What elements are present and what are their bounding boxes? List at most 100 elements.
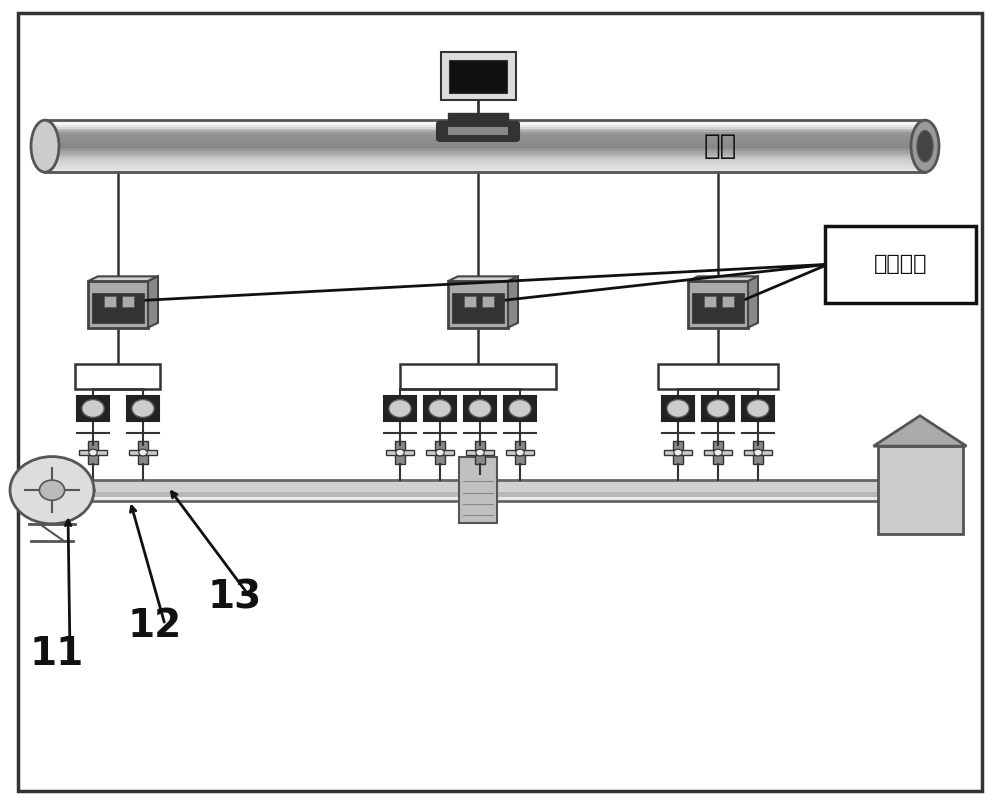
Circle shape xyxy=(754,449,762,456)
Text: 11: 11 xyxy=(30,635,84,673)
Bar xyxy=(753,441,763,464)
Circle shape xyxy=(469,400,491,417)
Bar xyxy=(688,281,748,328)
Bar xyxy=(75,499,915,501)
Bar xyxy=(506,449,534,456)
Bar xyxy=(742,396,774,421)
Bar xyxy=(664,449,692,456)
Bar xyxy=(45,132,925,134)
Bar xyxy=(45,125,925,127)
Circle shape xyxy=(476,449,484,456)
Bar xyxy=(440,52,516,100)
Bar xyxy=(138,441,148,464)
Polygon shape xyxy=(88,276,158,281)
Bar xyxy=(702,396,734,421)
Bar xyxy=(77,396,109,421)
Ellipse shape xyxy=(911,120,939,172)
Text: 13: 13 xyxy=(208,579,262,617)
Bar xyxy=(713,441,723,464)
Bar xyxy=(88,441,98,464)
Bar xyxy=(466,449,494,456)
Bar xyxy=(448,281,508,328)
Circle shape xyxy=(436,449,444,456)
Bar xyxy=(45,120,925,172)
Circle shape xyxy=(82,400,104,417)
Bar xyxy=(75,493,915,495)
Bar xyxy=(75,485,915,487)
Bar xyxy=(75,497,915,499)
Bar xyxy=(92,292,144,323)
Polygon shape xyxy=(508,276,518,328)
Polygon shape xyxy=(874,416,966,446)
Bar xyxy=(45,158,925,160)
Bar xyxy=(384,396,416,421)
Bar xyxy=(673,441,683,464)
Circle shape xyxy=(707,400,729,417)
Bar xyxy=(127,396,159,421)
Bar xyxy=(75,480,915,481)
Bar xyxy=(45,120,925,122)
Bar xyxy=(75,492,915,493)
Bar xyxy=(426,449,454,456)
Bar xyxy=(75,490,915,492)
Circle shape xyxy=(132,400,154,417)
Bar xyxy=(45,165,925,167)
Circle shape xyxy=(139,449,147,456)
Polygon shape xyxy=(148,276,158,328)
Bar xyxy=(45,134,925,135)
Bar xyxy=(45,139,925,141)
Circle shape xyxy=(429,400,451,417)
Bar xyxy=(704,296,716,307)
Bar xyxy=(395,441,405,464)
Bar xyxy=(449,60,507,93)
Bar xyxy=(515,441,525,464)
Bar xyxy=(75,364,160,389)
Bar xyxy=(45,155,925,157)
Bar xyxy=(45,131,925,132)
Bar xyxy=(45,167,925,169)
Bar xyxy=(878,446,963,534)
Bar xyxy=(704,449,732,456)
Bar xyxy=(424,396,456,421)
Bar xyxy=(45,163,925,165)
Text: 12: 12 xyxy=(128,607,182,645)
Bar xyxy=(45,144,925,146)
Bar xyxy=(122,296,134,307)
Circle shape xyxy=(396,449,404,456)
Text: 校时模块: 校时模块 xyxy=(874,255,927,274)
Circle shape xyxy=(516,449,524,456)
Circle shape xyxy=(89,449,97,456)
Bar xyxy=(75,483,915,485)
Bar xyxy=(45,160,925,162)
Circle shape xyxy=(674,449,682,456)
Ellipse shape xyxy=(917,131,933,162)
Bar xyxy=(435,441,445,464)
Bar xyxy=(129,449,157,456)
Bar xyxy=(75,495,915,497)
Bar xyxy=(75,489,915,490)
Bar xyxy=(448,127,508,135)
Bar xyxy=(692,292,744,323)
Bar xyxy=(45,151,925,153)
Circle shape xyxy=(509,400,531,417)
Bar xyxy=(386,449,414,456)
Bar xyxy=(45,129,925,131)
Circle shape xyxy=(714,449,722,456)
Circle shape xyxy=(39,480,65,501)
Bar xyxy=(662,396,694,421)
Text: 网络: 网络 xyxy=(703,132,737,160)
Bar xyxy=(722,296,734,307)
Bar xyxy=(45,147,925,150)
Polygon shape xyxy=(748,276,758,328)
Bar xyxy=(482,296,494,307)
Bar xyxy=(45,146,925,148)
Bar xyxy=(45,171,925,172)
Bar xyxy=(104,296,116,307)
Bar xyxy=(75,481,915,483)
Circle shape xyxy=(389,400,411,417)
Bar xyxy=(79,449,107,456)
Bar xyxy=(452,292,504,323)
Bar xyxy=(75,486,915,489)
Bar xyxy=(45,127,925,129)
Bar xyxy=(45,143,925,144)
